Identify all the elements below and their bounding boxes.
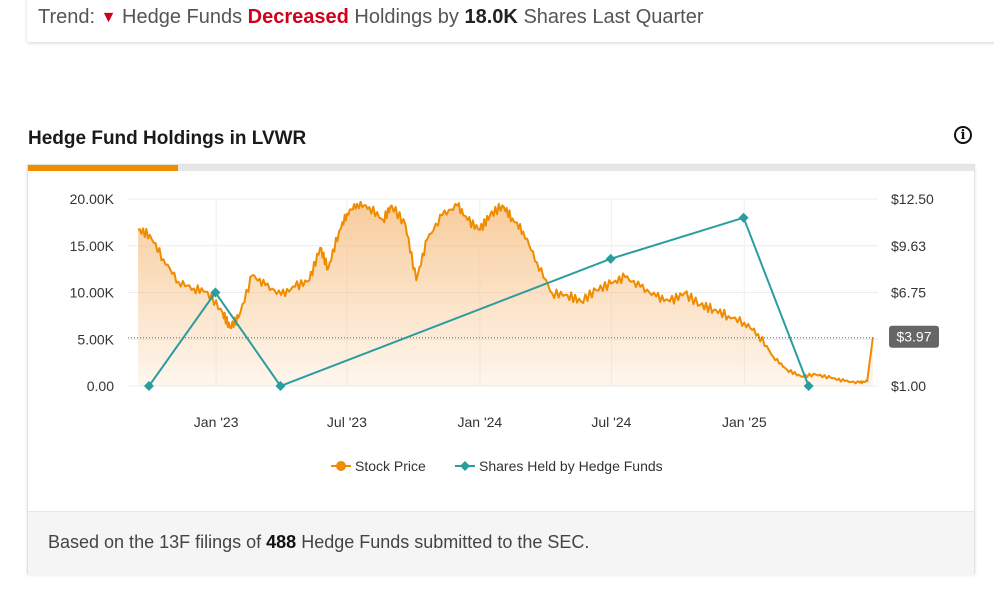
current-price-label: $3.97 [896,329,931,345]
x-tick-label: Jan '23 [194,414,239,430]
holdings-chart: 20.00K $12.50 15.00K $9.63 10.00K $6.75 5.00K $… [70,191,939,474]
chart-legend: Stock Price Shares Held by Hedge Funds [331,458,663,474]
trend-card: Trend: ▼ Hedge Funds Decreased Holdings … [27,0,994,42]
y-right-tick-label: $9.63 [891,238,926,254]
y-left-tick-label: 15.00K [70,238,115,254]
info-icon[interactable]: i [954,126,972,144]
holdings-point [143,381,154,391]
down-arrow-icon: ▼ [100,9,117,26]
x-tick-label: Jan '24 [458,414,503,430]
stock-price-area [138,201,873,386]
y-left-tick-label: 5.00K [77,331,114,347]
stock-price-line [137,200,874,385]
holdings-point [210,287,221,298]
legend-holdings-swatch-diamond [460,461,470,471]
y-right-tick-label: $6.75 [891,285,926,301]
footer-suffix: Hedge Funds submitted to the SEC. [301,532,590,552]
y-right-tick-label: $12.50 [891,191,934,207]
trend-middle: Holdings by [354,6,459,28]
fund-count: 488 [266,532,297,552]
tab-bar [28,165,974,171]
chart-footer: Based on the 13F filings of 488 Hedge Fu… [28,511,974,575]
footer-note: Based on the 13F filings of 488 Hedge Fu… [48,532,589,553]
holdings-point [738,212,749,223]
x-tick-label: Jan '25 [722,414,767,430]
footer-prefix: Based on the 13F filings of [48,532,262,552]
x-tick-label: Jul '24 [591,414,631,430]
x-tick-label: Jul '23 [327,414,367,430]
holdings-point [275,381,286,391]
holdings-line [148,216,810,388]
section-title: Hedge Fund Holdings in LVWR [28,128,307,149]
trend-suffix: Shares Last Quarter [523,6,704,28]
y-left-tick-label: 10.00K [70,285,115,301]
legend-price-label: Stock Price [355,458,426,474]
y-left-tick-label: 20.00K [70,191,115,207]
y-right-tick-label: $1.00 [891,378,926,394]
trend-direction: Decreased [247,6,349,28]
holdings-point [803,381,814,391]
trend-amount: 18.0K [464,6,518,28]
current-price-badge [889,325,939,348]
trend-label: Trend: [38,6,96,28]
legend-holdings-label: Shares Held by Hedge Funds [479,458,663,474]
trend-subject: Hedge Funds [122,6,243,28]
chart-card: 20.00K $12.50 15.00K $9.63 10.00K $6.75 5.00K $… [27,164,975,575]
legend-price-swatch-dot [336,461,346,471]
y-left-tick-label: 0.00 [87,378,114,394]
holdings-point [605,253,616,264]
trend-summary: Trend: ▼ Hedge Funds Decreased Holdings … [38,6,704,29]
tab-active-indicator[interactable] [28,165,178,171]
